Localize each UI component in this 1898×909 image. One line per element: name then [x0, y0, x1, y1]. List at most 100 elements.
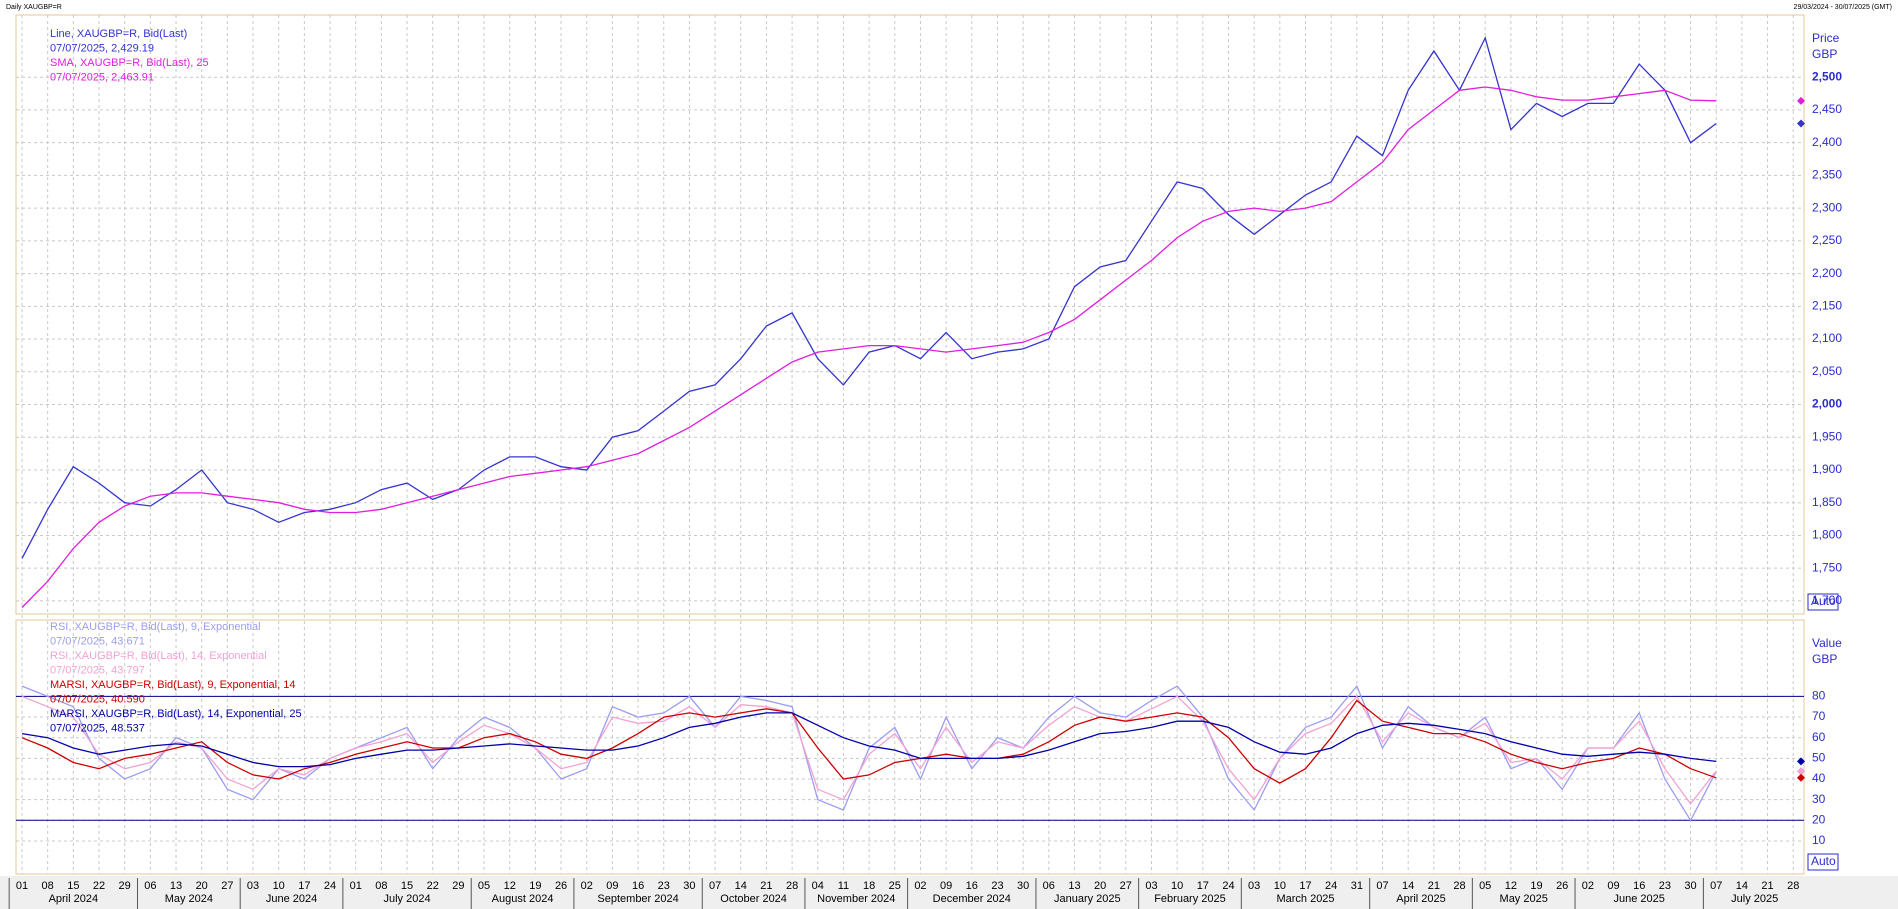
y-tick-label: 1,850: [1812, 495, 1842, 509]
y-axis-unit: GBP: [1812, 47, 1837, 61]
y-tick-label: 40: [1812, 771, 1826, 785]
y-tick-label: 2,050: [1812, 364, 1842, 378]
x-tick-label: 28: [1787, 880, 1799, 892]
x-tick-label: 10: [1274, 880, 1286, 892]
x-tick-label: 07: [1710, 880, 1722, 892]
last-value-marker: [1797, 757, 1805, 766]
x-tick-label: 24: [1222, 880, 1234, 892]
x-tick-label: 19: [1530, 880, 1542, 892]
x-tick-label: 17: [1197, 880, 1209, 892]
month-label: February 2025: [1154, 893, 1226, 905]
y-tick-label: 2,450: [1812, 102, 1842, 116]
x-tick-label: 04: [812, 880, 824, 892]
x-tick-label: 15: [67, 880, 79, 892]
legend-name: Line, XAUGBP=R, Bid(Last): [50, 28, 187, 40]
x-tick-label: 17: [298, 880, 310, 892]
month-label: July 2025: [1731, 893, 1778, 905]
month-label: September 2024: [597, 893, 678, 905]
month-label: July 2024: [384, 893, 431, 905]
x-tick-label: 15: [401, 880, 413, 892]
series-line: [21, 86, 1717, 608]
series-line: [21, 695, 1717, 805]
y-tick-label: 1,900: [1812, 462, 1842, 476]
y-tick-label: 2,250: [1812, 233, 1842, 247]
x-tick-label: 16: [1633, 880, 1645, 892]
x-tick-label: 13: [170, 880, 182, 892]
x-axis-band: [0, 876, 1898, 909]
x-tick-label: 11: [838, 880, 849, 892]
y-tick-label: 2,150: [1812, 298, 1842, 312]
x-tick-label: 30: [683, 880, 695, 892]
last-value-marker: [1797, 119, 1805, 128]
month-label: March 2025: [1276, 893, 1334, 905]
x-tick-label: 06: [144, 880, 156, 892]
legend-last-value: 07/07/2025, 43.671: [50, 635, 145, 647]
x-tick-label: 08: [375, 880, 387, 892]
y-tick-label: 80: [1812, 689, 1826, 703]
y-tick-label: 70: [1812, 709, 1826, 723]
legend-last-value: 07/07/2025, 2,463.91: [50, 71, 154, 83]
month-label: December 2024: [933, 893, 1011, 905]
scale-mode-box: [1807, 593, 1839, 611]
y-tick-label: 1,700: [1812, 593, 1842, 607]
legend-name: MARSI, XAUGBP=R, Bid(Last), 9, Exponenti…: [50, 679, 295, 691]
x-tick-label: 09: [1607, 880, 1619, 892]
legend-last-value: 07/07/2025, 48.537: [50, 722, 145, 734]
x-tick-label: 12: [1505, 880, 1517, 892]
x-tick-label: 01: [16, 880, 28, 892]
x-tick-label: 14: [735, 880, 747, 892]
x-tick-label: 25: [889, 880, 901, 892]
x-tick-label: 28: [1453, 880, 1465, 892]
month-label: June 2025: [1614, 893, 1665, 905]
x-tick-label: 09: [606, 880, 618, 892]
x-tick-label: 27: [221, 880, 233, 892]
last-value-marker: [1797, 96, 1805, 105]
y-tick-label: 1,800: [1812, 528, 1842, 542]
legend-last-value: 07/07/2025, 43.797: [50, 664, 145, 676]
month-label: November 2024: [817, 893, 895, 905]
x-tick-label: 02: [581, 880, 593, 892]
x-tick-label: 21: [760, 880, 772, 892]
x-tick-label: 26: [555, 880, 567, 892]
y-tick-label: 2,500: [1812, 69, 1842, 83]
legend-name: RSI, XAUGBP=R, Bid(Last), 14, Exponentia…: [50, 650, 267, 662]
y-tick-label: 30: [1812, 792, 1826, 806]
y-tick-label: 1,950: [1812, 429, 1842, 443]
x-tick-label: 13: [1068, 880, 1080, 892]
x-tick-label: 30: [1017, 880, 1029, 892]
x-tick-label: 27: [1120, 880, 1132, 892]
x-tick-label: 26: [1556, 880, 1568, 892]
series-line: [21, 712, 1717, 768]
y-axis-unit: GBP: [1812, 652, 1837, 666]
x-tick-label: 12: [504, 880, 516, 892]
y-tick-label: 2,000: [1812, 397, 1842, 411]
x-tick-label: 03: [1145, 880, 1157, 892]
scale-mode: Auto: [1811, 594, 1836, 608]
x-tick-label: 22: [93, 880, 105, 892]
y-axis-title: Value: [1812, 636, 1842, 650]
last-value-marker: [1797, 773, 1805, 782]
x-tick-label: 02: [1582, 880, 1594, 892]
date-range: 29/03/2024 - 30/07/2025 (GMT): [1794, 4, 1892, 11]
x-tick-label: 03: [1248, 880, 1260, 892]
legend-name: MARSI, XAUGBP=R, Bid(Last), 14, Exponent…: [50, 708, 302, 720]
x-tick-label: 08: [42, 880, 54, 892]
x-tick-label: 29: [119, 880, 131, 892]
x-tick-label: 07: [709, 880, 721, 892]
legend-last-value: 07/07/2025, 2,429.19: [50, 42, 154, 54]
x-tick-label: 07: [1376, 880, 1388, 892]
price-panel-frame: [15, 14, 1805, 615]
y-tick-label: 2,350: [1812, 168, 1842, 182]
x-tick-label: 20: [1094, 880, 1106, 892]
y-tick-label: 2,200: [1812, 266, 1842, 280]
month-label: August 2024: [492, 893, 554, 905]
y-tick-label: 1,750: [1812, 560, 1842, 574]
x-tick-label: 20: [196, 880, 208, 892]
x-tick-label: 21: [1428, 880, 1440, 892]
x-tick-label: 02: [914, 880, 926, 892]
series-line: [21, 699, 1717, 784]
x-tick-label: 28: [786, 880, 798, 892]
x-tick-label: 14: [1402, 880, 1414, 892]
x-tick-label: 01: [350, 880, 362, 892]
